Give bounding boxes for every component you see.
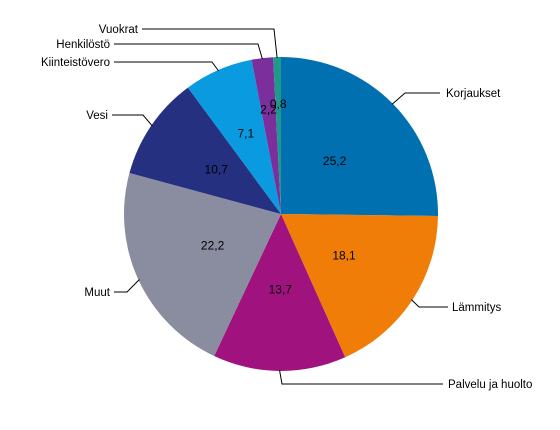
leader-line-henkilosto [114, 43, 263, 60]
pie-slice-henkilosto [251, 57, 281, 215]
slice-value-lammitys: 18,1 [332, 248, 356, 262]
category-label-lammitys: Lämmitys [452, 302, 501, 314]
pie-slice-vesi [129, 87, 281, 214]
category-label-korjaukset: Korjaukset [446, 88, 501, 100]
category-label-kiinteistovero: Kiinteistövero [41, 57, 110, 69]
leader-line-kiinteistovero [114, 61, 220, 72]
leader-line-lammitys [411, 299, 448, 308]
slice-value-muut: 22,2 [201, 239, 225, 253]
slice-value-labels: 25,2 18,1 13,7 22,2 10,7 7,1 2,20,8 [201, 97, 356, 296]
slice-value-palvelu-ja-huolto: 13,7 [269, 282, 293, 296]
leader-line-korjaukset [391, 92, 440, 105]
category-labels: Korjaukset Lämmitys Palvelu ja huolto Muut V… [41, 24, 532, 391]
pie-slice-vuokrat [273, 57, 281, 214]
slice-value-henkilosto: 2,2 [260, 103, 277, 117]
leader-lines [112, 28, 448, 385]
category-label-henkilosto: Henkilöstö [56, 39, 110, 51]
category-label-palvelu-ja-huolto: Palvelu ja huolto [448, 379, 532, 391]
category-label-vesi: Vesi [86, 110, 108, 122]
pie-slices [124, 57, 439, 372]
pie-slice-kiinteistovero [187, 59, 281, 214]
leader-line-palvelu-ja-huolto [279, 369, 443, 385]
leader-line-vesi [112, 114, 153, 127]
pie-slice-korjaukset [281, 57, 439, 216]
slice-value-vuokrat: 0,8 [270, 97, 287, 111]
slice-value-vesi: 10,7 [205, 163, 229, 177]
slice-value-kiinteistovero: 7,1 [237, 126, 254, 140]
leader-line-vuokrat [142, 28, 278, 59]
pie-slice-muut [124, 173, 281, 357]
leader-line-muut [114, 279, 140, 293]
pie-slice-palvelu-ja-huolto [214, 214, 346, 372]
category-label-muut: Muut [84, 287, 110, 299]
category-label-vuokrat: Vuokrat [99, 24, 139, 36]
pie-slice-lammitys [281, 214, 438, 358]
slice-value-korjaukset: 25,2 [323, 154, 347, 168]
